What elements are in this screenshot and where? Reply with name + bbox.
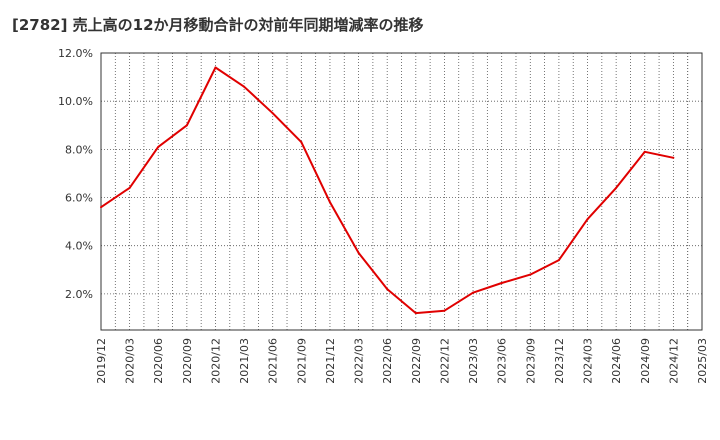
- x-tick-label: 2020/06: [152, 338, 165, 384]
- plot-frame: [100, 52, 703, 331]
- x-tick-label: 2021/06: [267, 338, 280, 384]
- x-tick-label: 2023/03: [467, 338, 480, 384]
- x-tick-label: 2022/06: [381, 338, 394, 384]
- data-point: [214, 66, 217, 69]
- data-point: [243, 85, 246, 88]
- chart-title: [2782] 売上高の12か月移動合計の対前年同期増減率の推移: [12, 16, 424, 34]
- x-tick-label: 2024/03: [582, 338, 595, 384]
- y-tick-label: 4.0%: [65, 240, 93, 253]
- x-tick-label: 2020/12: [209, 338, 222, 384]
- data-point: [185, 124, 188, 127]
- data-point: [128, 186, 131, 189]
- data-point: [386, 288, 389, 291]
- data-point: [300, 141, 303, 144]
- x-tick-label: 2021/12: [324, 338, 337, 384]
- data-point: [472, 291, 475, 294]
- x-tick-label: 2022/03: [353, 338, 366, 384]
- data-point: [414, 312, 417, 315]
- data-point: [643, 150, 646, 153]
- y-tick-label: 2.0%: [65, 288, 93, 301]
- data-point: [672, 156, 675, 159]
- x-tick-label: 2020/03: [124, 338, 137, 384]
- x-tick-label: 2019/12: [95, 338, 108, 384]
- y-tick-label: 10.0%: [58, 95, 93, 108]
- x-tick-label: 2021/03: [238, 338, 251, 384]
- data-point: [529, 273, 532, 276]
- data-point: [586, 218, 589, 221]
- x-tick-label: 2025/03: [696, 338, 709, 384]
- data-point: [357, 251, 360, 254]
- data-point: [557, 259, 560, 262]
- data-point: [328, 201, 331, 204]
- y-tick-label: 12.0%: [58, 47, 93, 60]
- y-tick-label: 8.0%: [65, 143, 93, 156]
- y-tick-labels: 2.0% 4.0% 6.0% 8.0% 10.0% 12.0%: [58, 47, 93, 301]
- data-point: [500, 282, 503, 285]
- x-tick-label: 2023/06: [496, 338, 509, 384]
- x-tick-label: 2024/12: [667, 338, 680, 384]
- x-tick-label: 2020/09: [181, 338, 194, 384]
- data-point: [615, 186, 618, 189]
- x-tick-label: 2023/09: [524, 338, 537, 384]
- x-tick-label: 2024/06: [610, 338, 623, 384]
- x-tick-label: 2023/12: [553, 338, 566, 384]
- y-tick-label: 6.0%: [65, 192, 93, 205]
- x-tick-label: 2021/09: [295, 338, 308, 384]
- axes: [100, 52, 703, 331]
- series-group: [100, 66, 675, 315]
- x-tick-label: 2024/09: [639, 338, 652, 384]
- data-point: [100, 206, 102, 209]
- data-point: [443, 309, 446, 312]
- x-tick-label: 2022/09: [410, 338, 423, 384]
- data-point: [271, 112, 274, 115]
- x-tick-labels: 2019/12 2020/03 2020/06 2020/09 2020/12 2021/…: [95, 338, 709, 384]
- data-point: [157, 145, 160, 148]
- x-tick-label: 2022/12: [438, 338, 451, 384]
